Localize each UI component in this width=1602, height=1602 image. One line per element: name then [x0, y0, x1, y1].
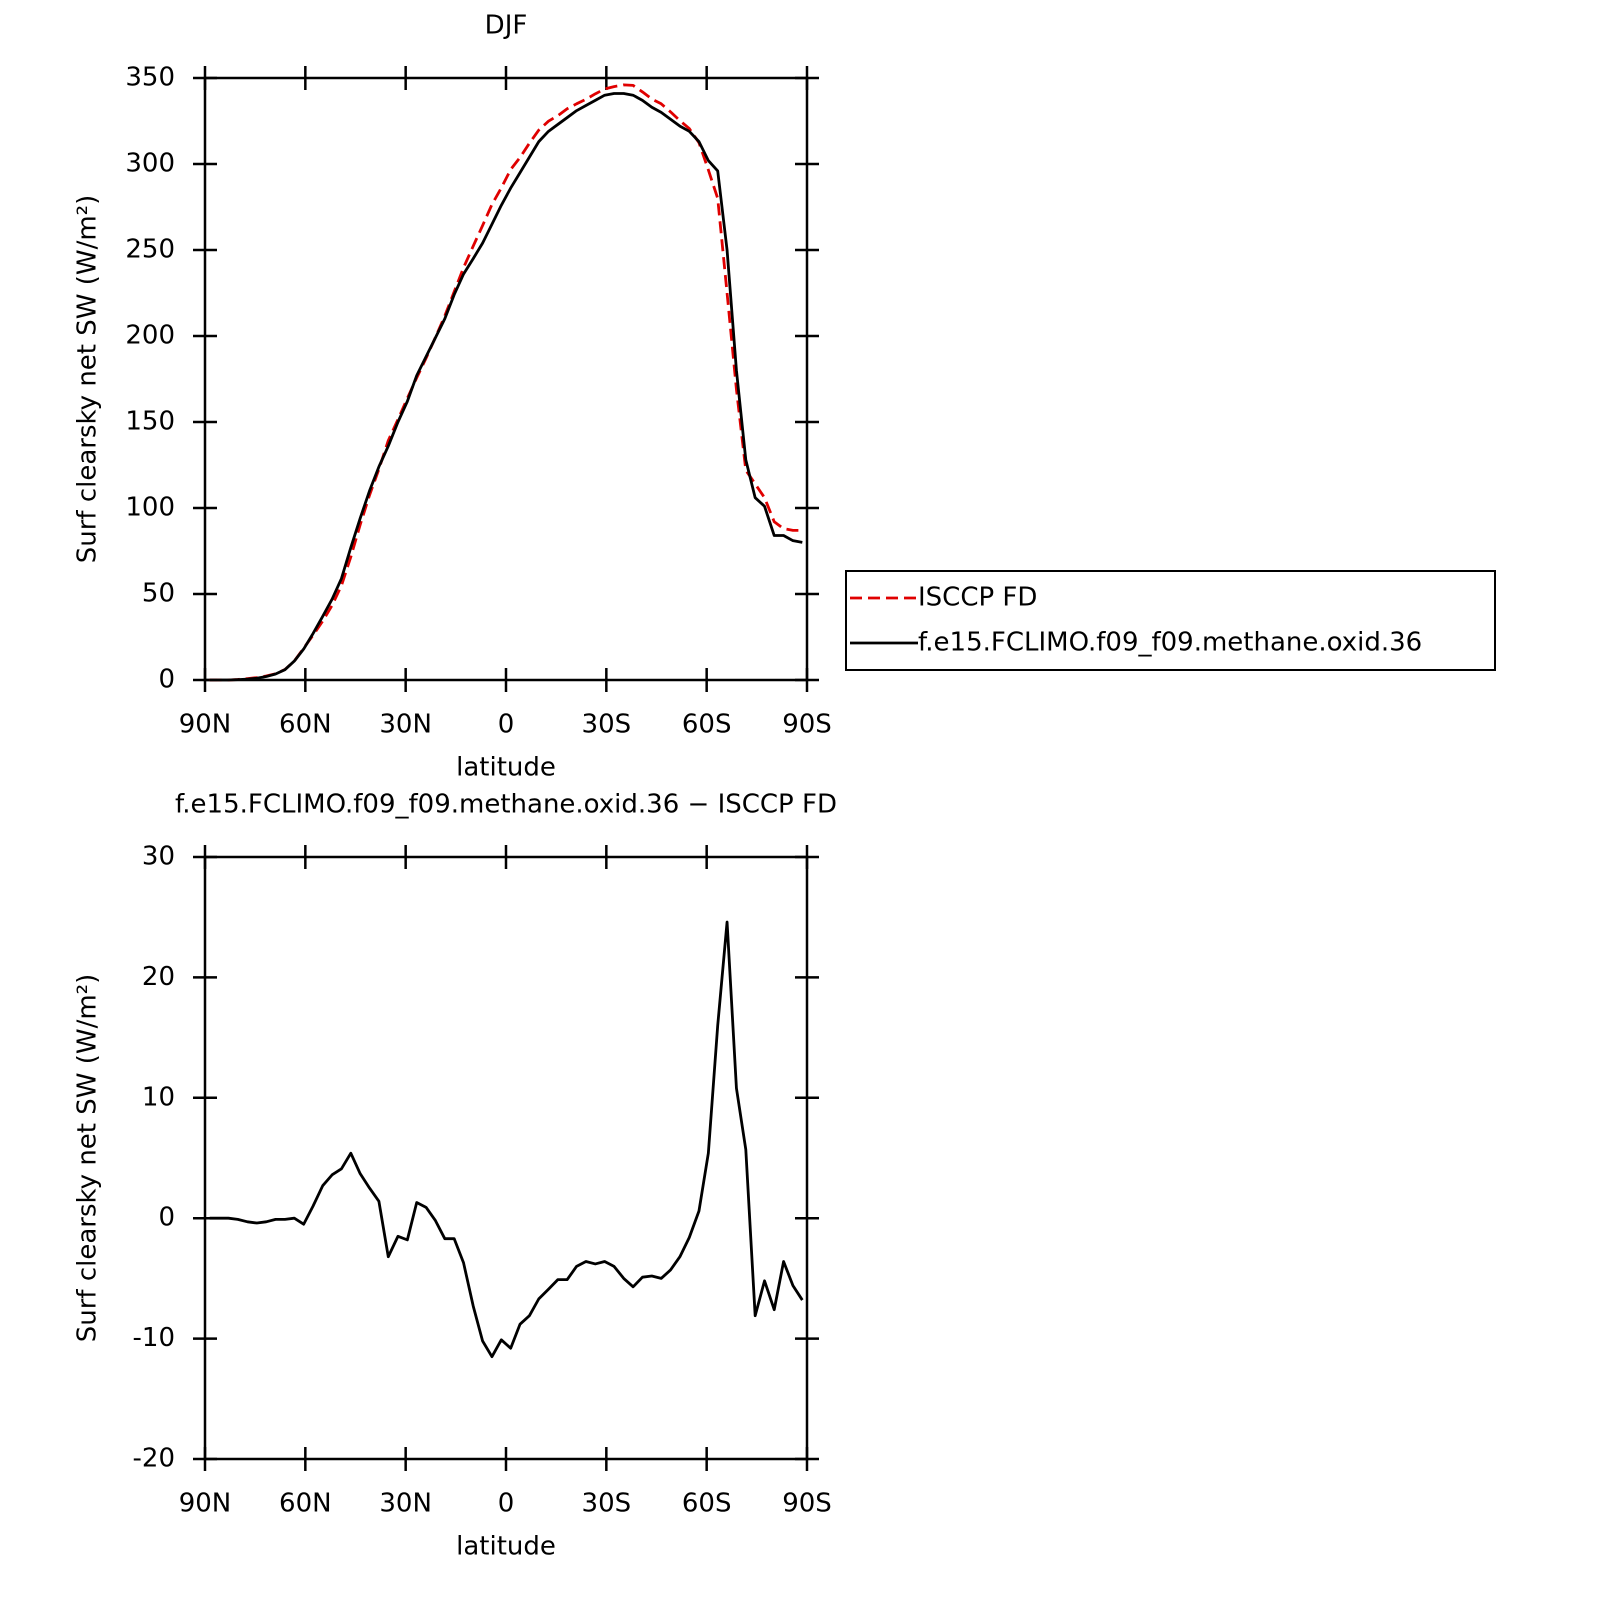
plot-frame [203, 855, 809, 1461]
chart-title: f.e15.FCLIMO.f09_f09.methane.oxid.36 − I… [175, 790, 837, 820]
x-tick-label: 30N [379, 1489, 432, 1519]
y-tick-label: 0 [158, 1203, 175, 1233]
x-tick-label: 60S [682, 1489, 732, 1519]
x-tick-label: 60S [682, 710, 732, 740]
y-tick-label: 100 [125, 493, 175, 523]
series-line [209, 920, 804, 1359]
y-tick-label: 350 [125, 63, 175, 93]
x-tick-label: 90N [179, 1489, 232, 1519]
x-tick-label: 90N [179, 710, 232, 740]
y-axis-label: Surf clearsky net SW (W/m²) [73, 195, 103, 563]
y-tick-label: 300 [125, 149, 175, 179]
x-tick-label: 30S [582, 710, 632, 740]
y-tick-label: 200 [125, 321, 175, 351]
x-axis-label: latitude [456, 1532, 556, 1562]
y-tick-label: 50 [142, 579, 175, 609]
y-tick-label: -10 [133, 1323, 175, 1353]
series-line [209, 92, 803, 682]
legend-label: f.e15.FCLIMO.f09_f09.methane.oxid.36 [918, 628, 1422, 658]
y-tick-label: -20 [133, 1444, 175, 1474]
y-tick-label: 30 [142, 842, 175, 872]
y-axis-label: Surf clearsky net SW (W/m²) [73, 974, 103, 1342]
y-tick-label: 250 [125, 235, 175, 265]
y-tick-label: 150 [125, 407, 175, 437]
y-tick-label: 20 [142, 962, 175, 992]
x-tick-label: 60N [279, 710, 332, 740]
series-line [209, 83, 803, 682]
x-tick-label: 30N [379, 710, 432, 740]
x-tick-label: 0 [498, 710, 515, 740]
y-tick-label: 10 [142, 1082, 175, 1112]
x-tick-label: 90S [782, 1489, 832, 1519]
x-axis-label: latitude [456, 753, 556, 783]
x-tick-label: 30S [582, 1489, 632, 1519]
plot-frame [203, 76, 809, 682]
legend-box [845, 570, 1496, 671]
y-tick-label: 0 [158, 665, 175, 695]
x-tick-label: 90S [782, 710, 832, 740]
x-tick-label: 0 [498, 1489, 515, 1519]
legend: ISCCP FD f.e15.FCLIMO.f09_f09.methane.oxi… [845, 570, 1496, 671]
x-tick-label: 60N [279, 1489, 332, 1519]
legend-label: ISCCP FD [918, 583, 1037, 613]
chart-title: DJF [485, 11, 528, 41]
